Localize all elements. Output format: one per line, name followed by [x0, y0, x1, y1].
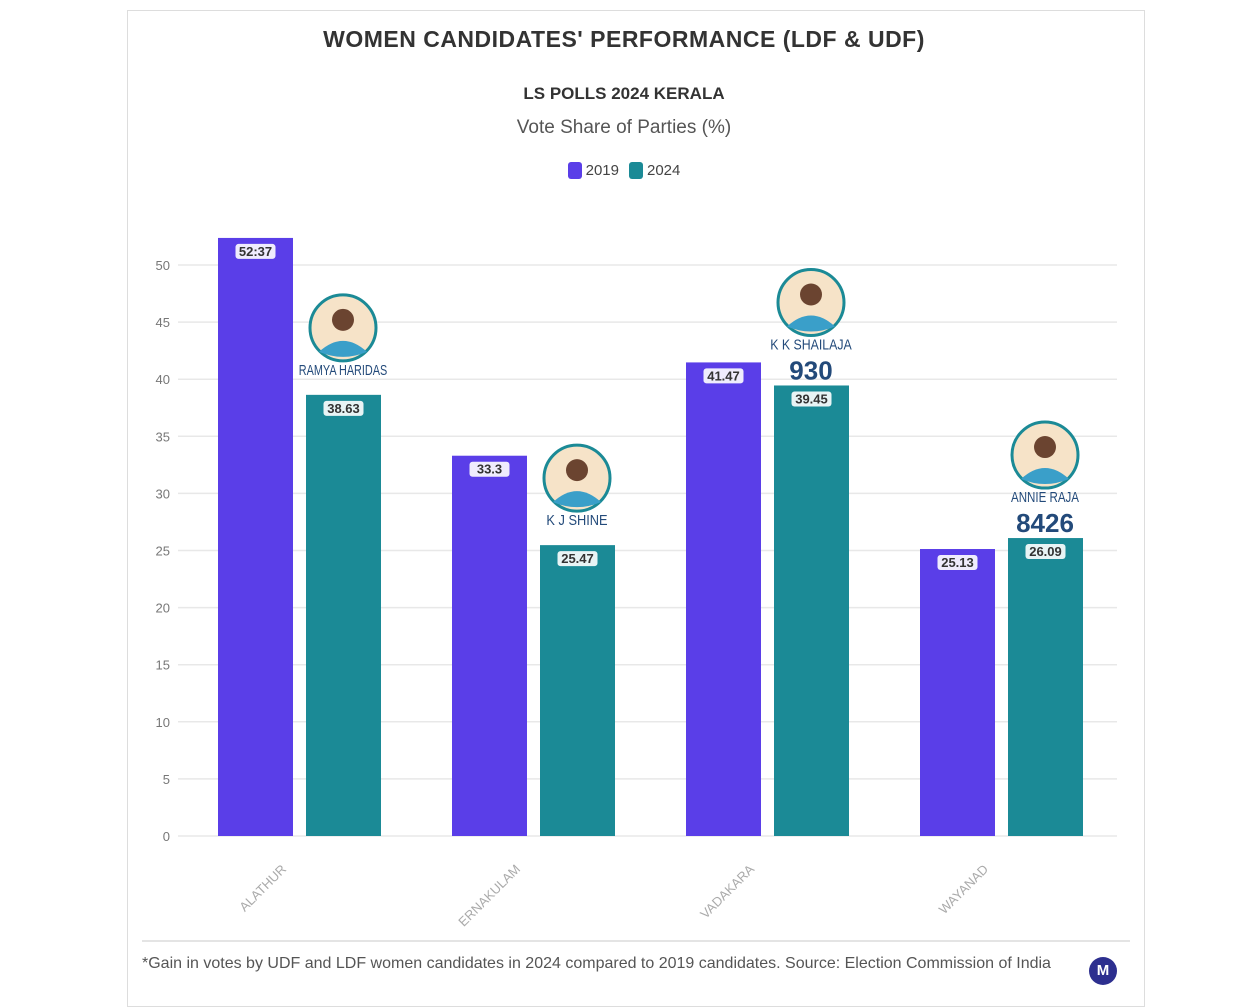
- data-label-bg: [937, 555, 978, 571]
- data-label: 52:37: [239, 244, 272, 259]
- x-tick-label: ALATHUR: [236, 862, 289, 915]
- y-tick-label: 45: [156, 315, 170, 330]
- legend-swatch: [567, 162, 582, 179]
- legend-item-2024[interactable]: 2024: [629, 162, 680, 179]
- data-label: 33.3: [477, 462, 502, 477]
- y-tick-label: 35: [156, 429, 170, 444]
- data-label-bg: [235, 243, 276, 259]
- candidate-photo-body: [1021, 468, 1069, 485]
- y-tick-label: 0: [163, 829, 170, 844]
- y-tick-label: 50: [156, 258, 170, 273]
- data-label: 41.47: [707, 368, 740, 383]
- divider: [142, 940, 1130, 942]
- data-label: 39.45: [795, 391, 828, 406]
- data-label: 26.09: [1029, 544, 1062, 559]
- chart-subtitle: LS POLLS 2024 KERALA: [523, 84, 725, 103]
- data-label: 38.63: [327, 401, 360, 416]
- candidate-name: K K SHAILAJA: [770, 336, 852, 353]
- bar-2019: [920, 549, 995, 836]
- chart-caption: Vote Share of Parties (%): [516, 117, 732, 138]
- legend-label: 2024: [647, 162, 681, 179]
- data-label-bg: [323, 400, 364, 416]
- chart-title: WOMEN CANDIDATES' PERFORMANCE (LDF & UDF…: [323, 26, 925, 52]
- candidate-photo-face: [566, 459, 588, 482]
- bar-2019: [218, 237, 293, 837]
- legend-label: 2019: [585, 162, 619, 179]
- bar-2024: [306, 394, 381, 836]
- x-tick-label: WAYANAD: [936, 862, 991, 917]
- x-tick-label: VADAKARA: [697, 861, 757, 921]
- legend-swatch: [629, 162, 643, 179]
- y-tick-label: 40: [156, 372, 170, 387]
- data-label-bg: [1025, 544, 1066, 560]
- y-tick-label: 20: [156, 601, 170, 616]
- brand-logo: M: [1089, 957, 1117, 985]
- candidate-name: K J SHINE: [546, 512, 607, 529]
- y-tick-label: 5: [163, 772, 170, 787]
- y-tick-label: 30: [156, 486, 170, 501]
- legend-item-2019[interactable]: 2019: [567, 162, 619, 179]
- footnote: *Gain in votes by UDF and LDF women cand…: [142, 955, 1051, 972]
- legend: 2019 2024: [0, 162, 1248, 179]
- data-label-bg: [557, 551, 598, 567]
- y-tick-label: 15: [156, 658, 170, 673]
- bar-2024: [1008, 538, 1083, 836]
- candidate-name: RAMYA HARIDAS: [299, 362, 387, 379]
- data-label-bg: [469, 461, 510, 477]
- vote-gain: 930: [789, 355, 832, 385]
- bar-2019: [452, 455, 527, 836]
- candidate-photo-body: [553, 491, 601, 508]
- candidate-name: ANNIE RAJA: [1011, 489, 1079, 506]
- data-label-bg: [791, 391, 832, 407]
- vote-gain: 8426: [1016, 508, 1074, 538]
- x-tick-label: ERNAKULAM: [455, 862, 523, 930]
- data-label: 25.13: [941, 555, 974, 570]
- y-tick-label: 25: [156, 544, 170, 559]
- y-tick-label: 10: [156, 715, 170, 730]
- candidate-photo-face: [332, 308, 354, 331]
- bar-2024: [774, 385, 849, 836]
- candidate-photo-face: [1034, 436, 1056, 459]
- bar-2024: [540, 545, 615, 836]
- candidate-photo-face: [800, 283, 822, 306]
- candidate-photo-body: [319, 340, 367, 357]
- data-label: 25.47: [561, 551, 594, 566]
- data-label-bg: [703, 368, 744, 384]
- candidate-photo-body: [787, 315, 835, 332]
- bar-2019: [686, 362, 761, 836]
